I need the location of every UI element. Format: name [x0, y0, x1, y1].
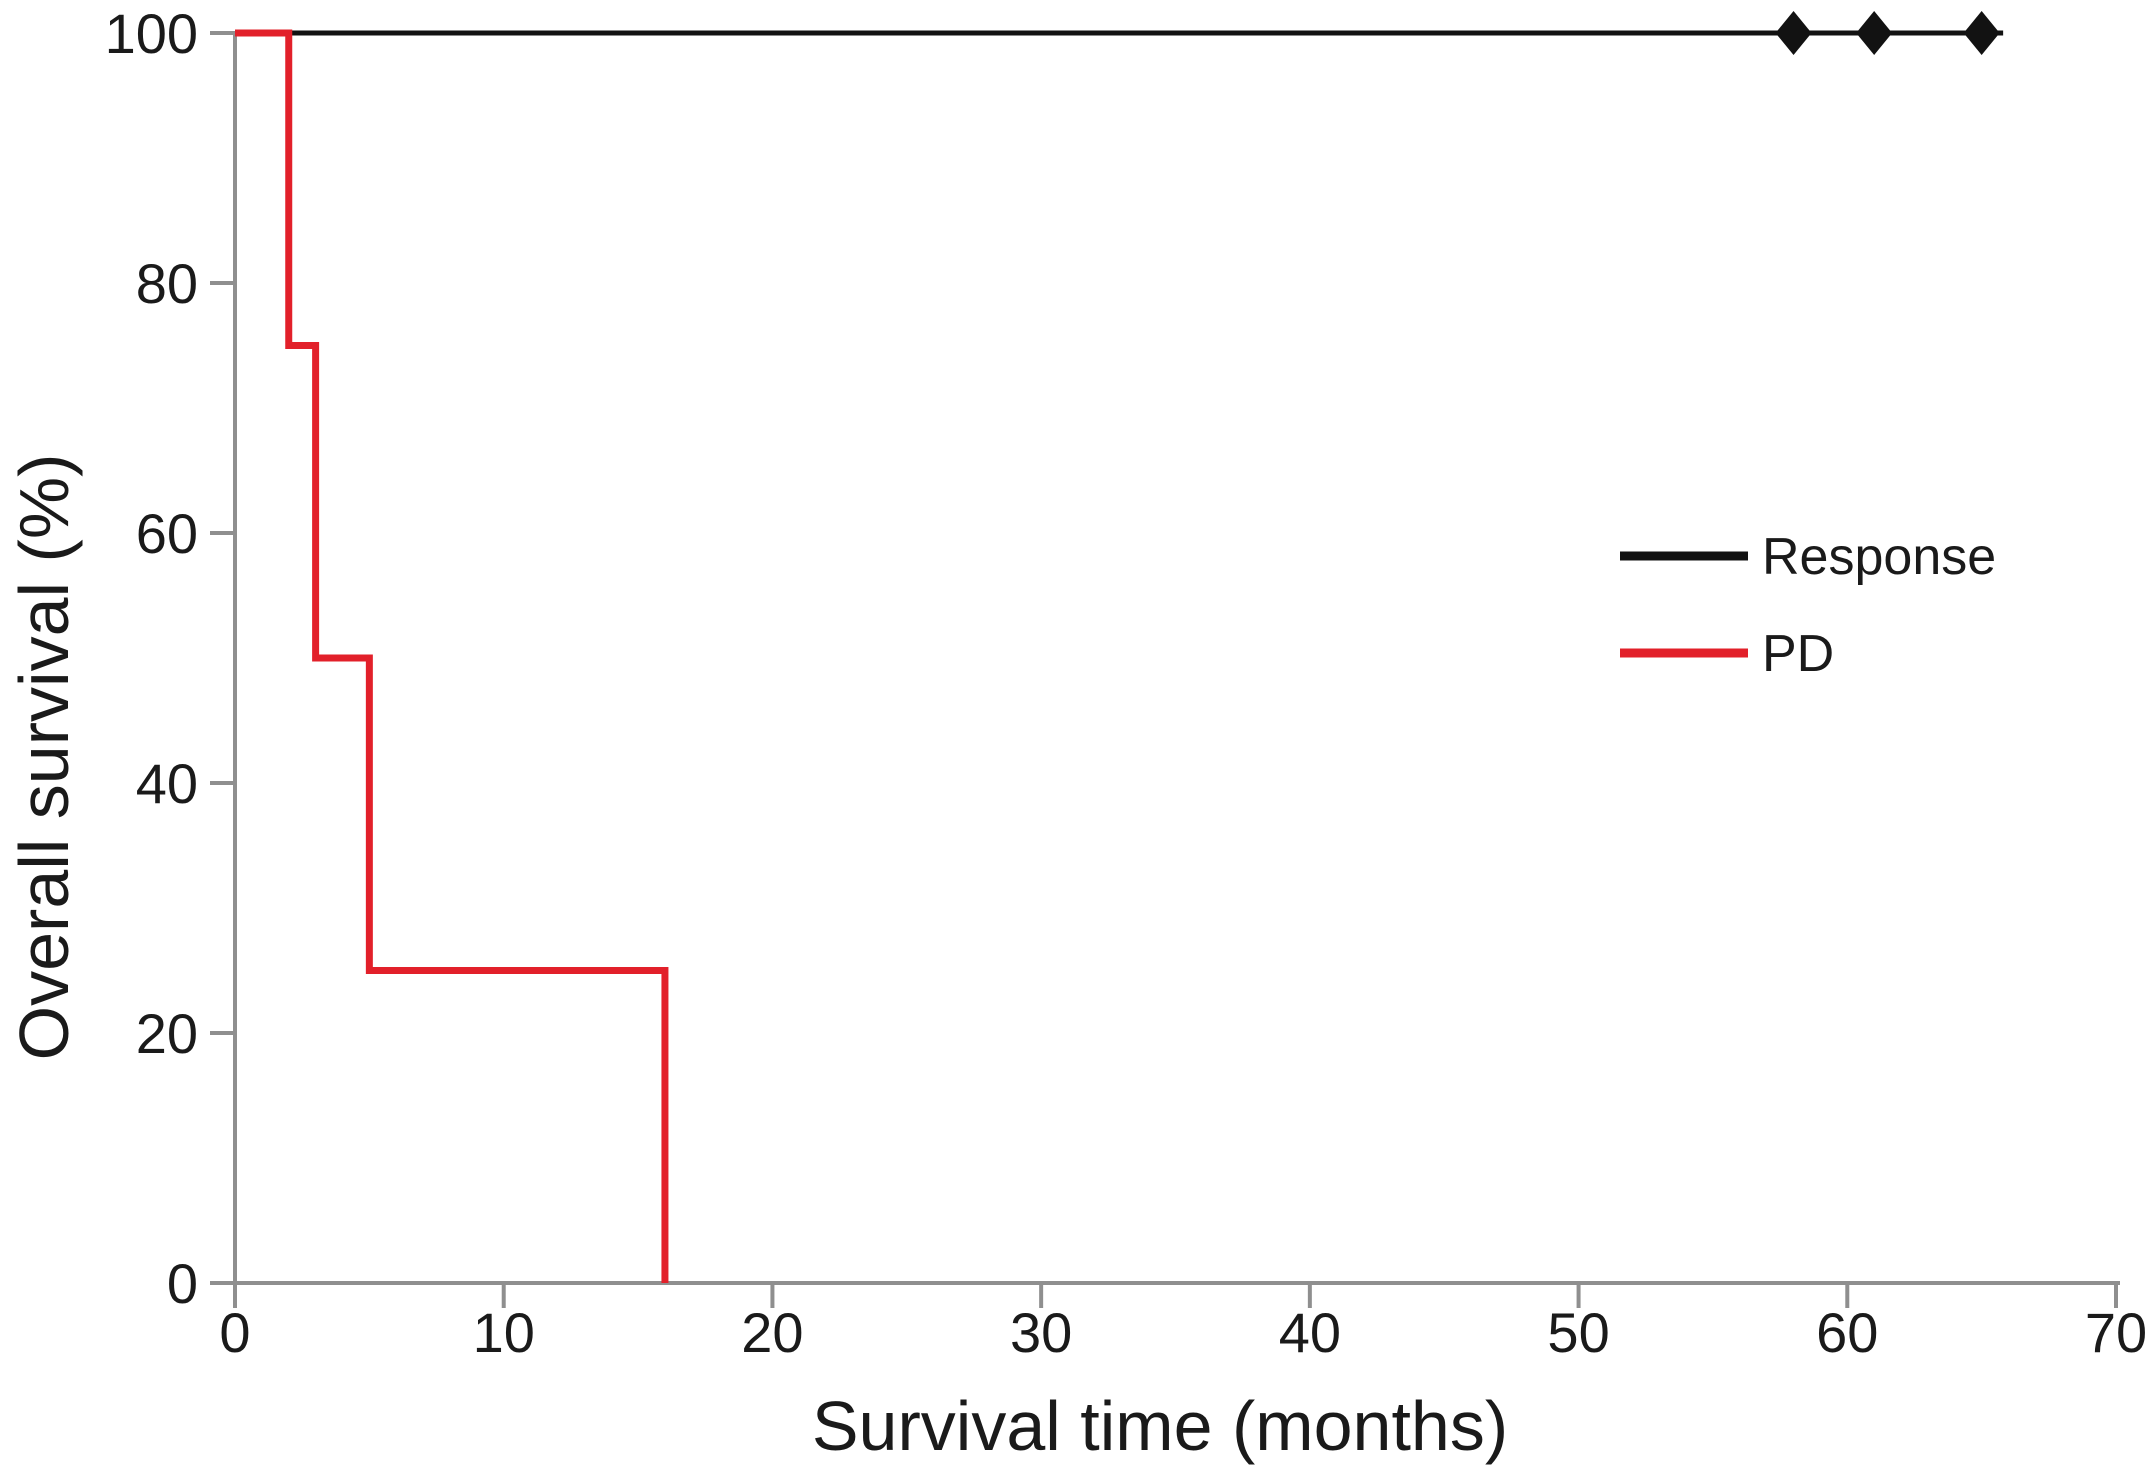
legend-label-pd: PD — [1762, 625, 1834, 683]
x-tick-label-20: 20 — [741, 1301, 803, 1364]
censor-mark-response-65 — [1963, 11, 2000, 55]
legend: Response PD — [1620, 528, 1996, 683]
y-tick-label-100: 100 — [105, 2, 198, 65]
x-tick-label-40: 40 — [1279, 1301, 1341, 1364]
y-tick-label-0: 0 — [167, 1252, 198, 1315]
x-tick-label-30: 30 — [1010, 1301, 1072, 1364]
x-tick-label-50: 50 — [1547, 1301, 1609, 1364]
censor-mark-response-61 — [1856, 11, 1893, 55]
x-tick-label-10: 10 — [473, 1301, 535, 1364]
x-axis-title: Survival time (months) — [812, 1387, 1508, 1465]
x-tick-label-60: 60 — [1816, 1301, 1878, 1364]
curve-pd — [235, 29, 669, 1283]
plot-layer: 0 10 20 30 40 50 60 70 0 20 40 60 80 100 — [105, 2, 2148, 1364]
legend-label-response: Response — [1762, 528, 1996, 586]
y-tick-label-80: 80 — [136, 252, 198, 315]
x-tick-label-70: 70 — [2085, 1301, 2147, 1364]
y-axis-title: Overall survival (%) — [5, 454, 83, 1061]
y-tick-label-40: 40 — [136, 752, 198, 815]
y-tick-label-20: 20 — [136, 1002, 198, 1065]
x-tick-label-0: 0 — [219, 1301, 250, 1364]
y-tick-label-60: 60 — [136, 502, 198, 565]
censor-mark-response-58 — [1775, 11, 1812, 55]
